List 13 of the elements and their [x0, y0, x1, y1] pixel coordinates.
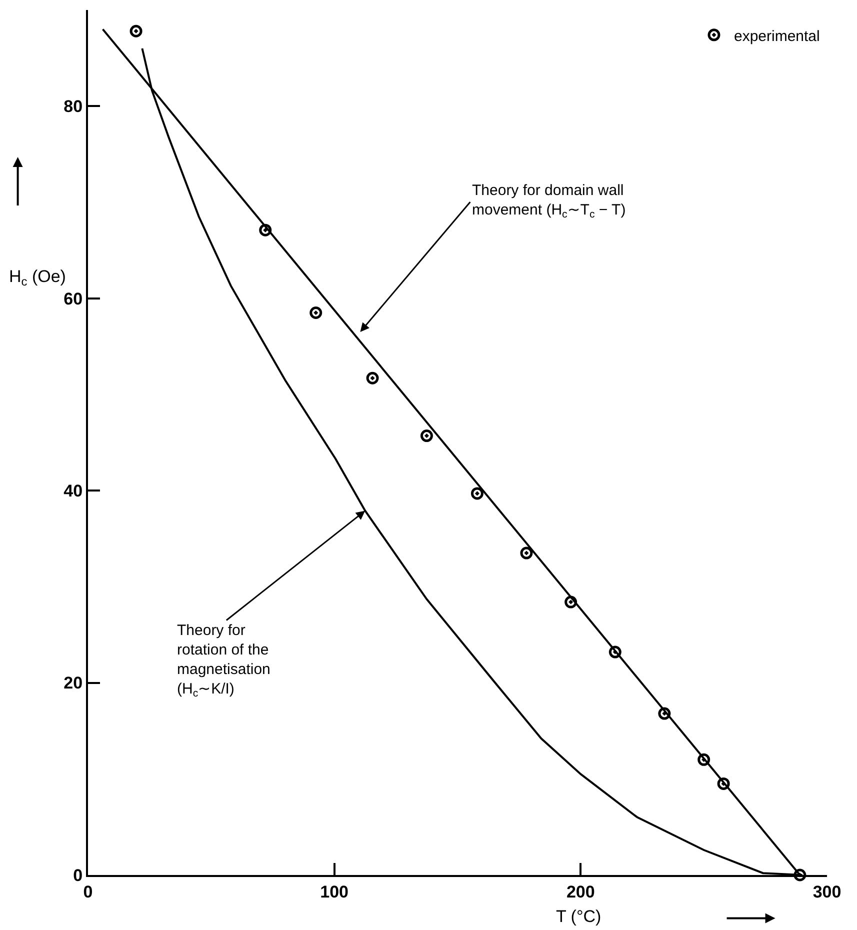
x-axis-title: T (°C) [556, 907, 602, 926]
annotation: Theory for domain wall movement (H$_{c}$∼T$_{c}$ − T) [472, 182, 626, 221]
y-tick-label: 20 [64, 674, 83, 693]
y-axis-title: H$_{c}$ (Oe) [9, 267, 66, 289]
y-tick-label: 0 [73, 866, 83, 885]
x-tick-label: 100 [320, 882, 349, 902]
y-tick-label: 80 [64, 97, 83, 116]
y-tick-label: 40 [64, 482, 83, 501]
legend-label: experimental [734, 28, 820, 45]
annotation: Theory for rotation of the magnetisation (H$_{c}$∼K/I) [177, 622, 270, 700]
x-tick-label: 300 [812, 882, 842, 902]
x-tick-label: 200 [566, 882, 595, 902]
y-tick-label: 60 [64, 289, 83, 308]
